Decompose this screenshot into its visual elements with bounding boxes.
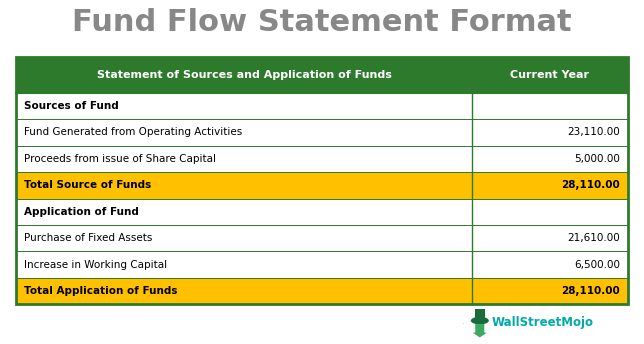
Bar xyxy=(472,225,628,251)
Bar xyxy=(472,146,628,172)
Ellipse shape xyxy=(471,317,489,324)
Text: Total Source of Funds: Total Source of Funds xyxy=(24,180,151,190)
Bar xyxy=(16,198,472,225)
Bar xyxy=(16,57,472,93)
Bar xyxy=(16,278,472,304)
Bar xyxy=(472,119,628,146)
Text: Total Application of Funds: Total Application of Funds xyxy=(24,286,177,296)
FancyArrow shape xyxy=(473,324,487,337)
Text: WallStreetMojo: WallStreetMojo xyxy=(491,316,593,329)
Text: ⚠: ⚠ xyxy=(463,323,464,324)
Bar xyxy=(472,93,628,119)
Text: 23,110.00: 23,110.00 xyxy=(567,127,620,137)
Bar xyxy=(16,225,472,251)
Bar xyxy=(16,57,628,304)
Bar xyxy=(16,93,472,119)
Bar xyxy=(472,278,628,304)
Bar xyxy=(16,172,472,198)
Bar xyxy=(16,119,472,146)
Text: 6,500.00: 6,500.00 xyxy=(574,260,620,270)
Text: Current Year: Current Year xyxy=(511,70,589,80)
Bar xyxy=(16,251,472,278)
Text: Sources of Fund: Sources of Fund xyxy=(24,101,118,111)
Text: Proceeds from issue of Share Capital: Proceeds from issue of Share Capital xyxy=(24,154,216,164)
Bar xyxy=(472,57,628,93)
Bar xyxy=(472,251,628,278)
Text: Increase in Working Capital: Increase in Working Capital xyxy=(24,260,167,270)
Bar xyxy=(472,198,628,225)
Text: Application of Fund: Application of Fund xyxy=(24,207,138,217)
Bar xyxy=(475,309,485,319)
Text: Fund Flow Statement Format: Fund Flow Statement Format xyxy=(72,8,572,37)
Text: 28,110.00: 28,110.00 xyxy=(562,286,620,296)
Bar xyxy=(472,172,628,198)
Text: Purchase of Fixed Assets: Purchase of Fixed Assets xyxy=(24,233,152,243)
Text: 21,610.00: 21,610.00 xyxy=(567,233,620,243)
Text: Statement of Sources and Application of Funds: Statement of Sources and Application of … xyxy=(97,70,392,80)
Text: 5,000.00: 5,000.00 xyxy=(574,154,620,164)
Text: 28,110.00: 28,110.00 xyxy=(562,180,620,190)
Bar xyxy=(16,146,472,172)
Text: Fund Generated from Operating Activities: Fund Generated from Operating Activities xyxy=(24,127,242,137)
